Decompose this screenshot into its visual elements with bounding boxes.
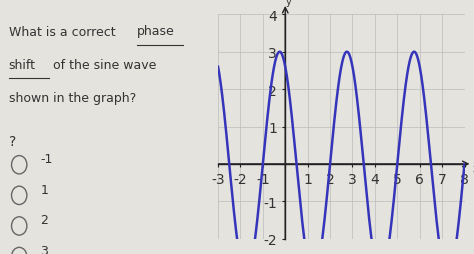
Text: shown in the graph?: shown in the graph? — [9, 91, 136, 104]
Text: y: y — [286, 0, 292, 7]
Text: 1: 1 — [40, 183, 48, 196]
Text: shift: shift — [9, 58, 36, 71]
Text: What is a correct: What is a correct — [9, 25, 119, 38]
Text: x: x — [473, 163, 474, 173]
Text: of the sine wave: of the sine wave — [49, 58, 156, 71]
Text: 2: 2 — [40, 213, 48, 226]
Text: 3: 3 — [40, 244, 48, 254]
Text: phase: phase — [137, 25, 174, 38]
Text: -1: -1 — [40, 152, 53, 165]
Text: ?: ? — [9, 135, 16, 149]
